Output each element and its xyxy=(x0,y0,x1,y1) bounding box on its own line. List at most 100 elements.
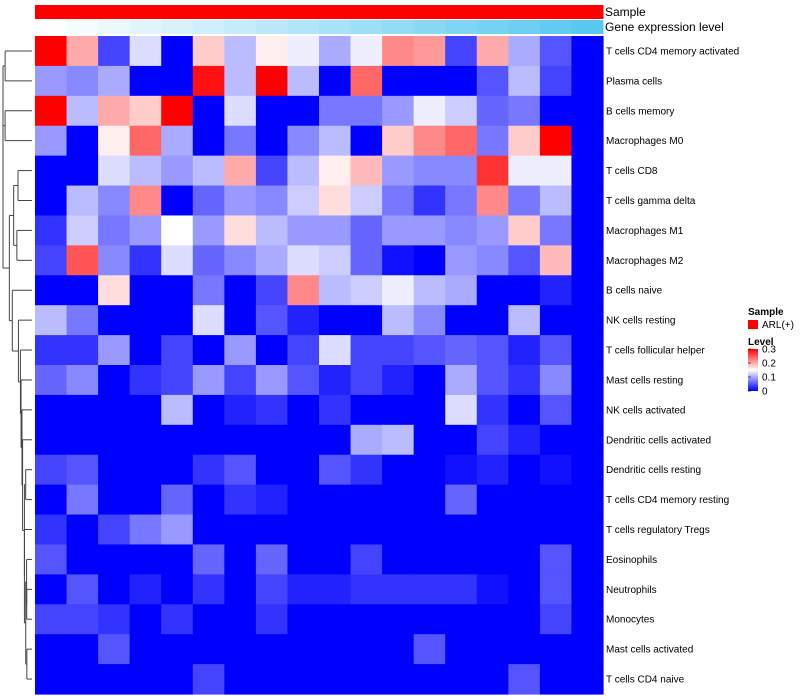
heatmap-cell xyxy=(350,335,383,366)
heatmap-cell xyxy=(539,424,573,456)
heatmap-cell xyxy=(161,245,194,276)
heatmap-cell xyxy=(98,305,131,336)
heatmap-cell xyxy=(382,215,415,246)
heatmap-cell xyxy=(35,36,68,67)
heatmap-cell xyxy=(476,275,509,306)
heatmap-cell xyxy=(192,95,225,127)
heatmap-cell xyxy=(129,454,162,486)
heatmap-cell xyxy=(287,185,320,217)
heatmap-cell xyxy=(445,365,478,396)
row-label: T cells follicular helper xyxy=(606,346,705,357)
heatmap-cell xyxy=(413,335,446,366)
heatmap-cell xyxy=(98,365,131,396)
heatmap-cell xyxy=(129,245,162,276)
heatmap-cell xyxy=(224,245,257,276)
heatmap-cell xyxy=(192,574,225,605)
heatmap-cell xyxy=(476,634,509,665)
heatmap-cell xyxy=(161,394,194,426)
heatmap-cell xyxy=(571,574,604,605)
heatmap-cell xyxy=(98,65,131,97)
heatmap-cell xyxy=(539,305,573,336)
heatmap-cell xyxy=(35,484,68,516)
heatmap-cell xyxy=(66,604,99,635)
heatmap-cell xyxy=(539,275,573,306)
heatmap-cell xyxy=(508,574,541,605)
heatmap-cell xyxy=(571,155,604,187)
heatmap-cell xyxy=(35,424,68,456)
heatmap-cell xyxy=(66,484,99,516)
heatmap-cell xyxy=(319,484,352,516)
heatmap-cell xyxy=(539,335,573,366)
heatmap-cell xyxy=(161,95,194,127)
heatmap-cell xyxy=(129,125,162,157)
heatmap-cell xyxy=(224,305,257,336)
heatmap-cell xyxy=(350,544,383,575)
sample-annotation-cell xyxy=(98,5,131,19)
heatmap-cell xyxy=(476,365,509,396)
heatmap-cell xyxy=(350,514,383,546)
row-labels: T cells CD4 memory activated Plasma cells… xyxy=(606,46,739,685)
heatmap-cell xyxy=(413,514,446,546)
heatmap-cell xyxy=(508,275,541,306)
heatmap-cell xyxy=(192,365,225,396)
heatmap-cell xyxy=(224,394,257,426)
heatmap-cell xyxy=(571,245,604,276)
heatmap-cell xyxy=(35,634,68,665)
heatmap-cell xyxy=(98,125,131,157)
heatmap-cell xyxy=(571,125,604,157)
heatmap-cell xyxy=(476,185,509,217)
sample-annotation-cell xyxy=(35,5,68,19)
heatmap-cell xyxy=(129,544,162,575)
heatmap-cell xyxy=(571,514,604,546)
sample-annotation-track xyxy=(35,5,604,19)
heatmap-cell xyxy=(98,544,131,575)
heatmap-cell xyxy=(255,484,289,516)
row-label: Dendritic cells resting xyxy=(606,465,701,476)
heatmap-cell xyxy=(350,394,383,426)
sample-track-label: Sample xyxy=(605,5,646,19)
heatmap-cell xyxy=(287,335,320,366)
heatmap-cell xyxy=(224,544,257,575)
heatmap-cell xyxy=(539,634,573,665)
heatmap-cell xyxy=(571,484,604,516)
heatmap-cell xyxy=(129,365,162,396)
heatmap-cell xyxy=(161,125,194,157)
sample-annotation-cell xyxy=(350,5,383,19)
row-label: T cells CD8 xyxy=(606,166,658,177)
heatmap-cell xyxy=(35,65,68,97)
heatmap-cell xyxy=(35,185,68,217)
heatmap-cell xyxy=(224,484,257,516)
heatmap-cell xyxy=(129,305,162,336)
heatmap-cell xyxy=(161,155,194,187)
sample-annotation-cell xyxy=(413,5,446,19)
heatmap-cell xyxy=(129,604,162,635)
heatmap-cell xyxy=(161,454,194,486)
heatmap-cell xyxy=(255,634,289,665)
heatmap-cell xyxy=(476,125,509,157)
heatmap-cell xyxy=(255,514,289,546)
heatmap-cell xyxy=(66,424,99,456)
heatmap-cell xyxy=(319,95,352,127)
heatmap-cell xyxy=(287,484,320,516)
heatmap-cell xyxy=(224,574,257,605)
expression-annotation-cell xyxy=(319,20,352,34)
row-label: Macrophages M0 xyxy=(606,136,684,147)
heatmap-cell xyxy=(35,394,68,426)
legend-sample-swatch xyxy=(748,320,758,329)
heatmap-cell xyxy=(350,155,383,187)
sample-annotation-cell xyxy=(192,5,225,19)
heatmap-cell xyxy=(161,215,194,246)
heatmap-cell xyxy=(66,36,99,67)
heatmap-cell xyxy=(66,454,99,486)
heatmap-cell xyxy=(571,275,604,306)
heatmap-cell xyxy=(35,305,68,336)
heatmap-cell xyxy=(129,155,162,187)
heatmap-cell xyxy=(508,664,541,695)
heatmap-cell xyxy=(571,454,604,486)
heatmap-cell xyxy=(445,424,478,456)
heatmap-cell xyxy=(255,454,289,486)
heatmap-cell xyxy=(255,544,289,575)
heatmap-cell xyxy=(445,454,478,486)
heatmap-cell xyxy=(255,305,289,336)
heatmap-cell xyxy=(255,155,289,187)
